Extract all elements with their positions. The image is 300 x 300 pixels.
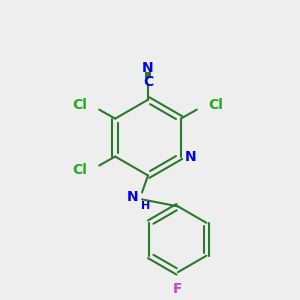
Text: N: N <box>142 61 154 75</box>
Text: N: N <box>185 149 197 164</box>
Text: H: H <box>141 201 150 212</box>
Text: C: C <box>143 75 153 89</box>
Text: Cl: Cl <box>72 164 87 178</box>
Text: F: F <box>173 282 183 296</box>
Text: Cl: Cl <box>209 98 224 112</box>
Text: Cl: Cl <box>72 98 87 112</box>
Text: N: N <box>126 190 138 204</box>
